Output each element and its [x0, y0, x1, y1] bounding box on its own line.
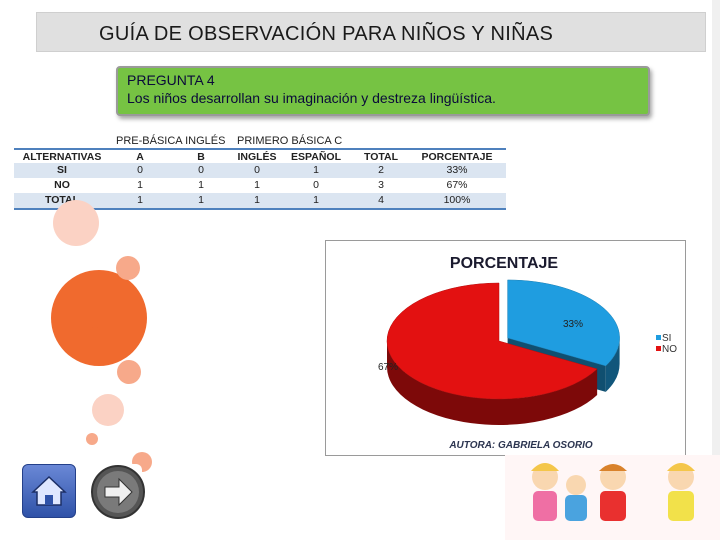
question-number: PREGUNTA 4: [127, 72, 215, 88]
table-cell: 1: [313, 194, 319, 206]
legend-label-si: SI: [662, 333, 671, 344]
data-label-no: 67%: [378, 362, 398, 373]
decor-circle: [117, 360, 141, 384]
pie-slice-no-side: [387, 341, 598, 425]
chart-title: PORCENTAJE: [450, 255, 558, 272]
decor-circle: [86, 433, 98, 445]
decor-circle: [53, 200, 99, 246]
table-cell: 67%: [446, 179, 468, 191]
table-row: NO 1 1 1 0 3 67%: [14, 178, 506, 193]
pie-slice-no: [386, 282, 598, 400]
header-bar: GUÍA DE OBSERVACIÓN PARA NIÑOS Y NIÑAS: [36, 12, 706, 52]
table-cell: 0: [137, 164, 143, 176]
table-cell: 2: [378, 164, 384, 176]
table-cell: 1: [254, 194, 260, 206]
right-edge-stripe: [712, 0, 720, 540]
table-header: INGLÉS: [237, 151, 277, 163]
group-label-primero: PRIMERO BÁSICA C: [237, 135, 343, 147]
table-header: ESPAÑOL: [291, 151, 341, 163]
table-cell: 0: [254, 164, 260, 176]
table-header-row: ALTERNATIVAS A B INGLÉS ESPAÑOL TOTAL PO…: [14, 148, 506, 165]
table-cell: SI: [57, 164, 67, 176]
decor-circle: [92, 394, 124, 426]
table-cell: 1: [137, 179, 143, 191]
legend-swatch-no: [656, 346, 661, 351]
table-cell: 3: [378, 179, 384, 191]
table-cell: 4: [378, 194, 384, 206]
arrow-right-icon: [91, 465, 145, 519]
pie-slice-si: [507, 279, 620, 367]
legend-swatch-si: [656, 335, 661, 340]
table-cell: 1: [313, 164, 319, 176]
next-button[interactable]: [90, 464, 145, 519]
table-cell: NO: [54, 179, 70, 191]
table-header: A: [136, 151, 144, 163]
page-title: GUÍA DE OBSERVACIÓN PARA NIÑOS Y NIÑAS: [99, 23, 554, 45]
decor-circle: [51, 270, 147, 366]
data-label-si: 33%: [563, 319, 583, 330]
table-cell: 100%: [443, 194, 471, 206]
decor-circle: [116, 256, 140, 280]
table-cell: 1: [198, 179, 204, 191]
table-cell: 1: [254, 179, 260, 191]
table-cell: 1: [198, 194, 204, 206]
legend-label-no: NO: [662, 344, 677, 355]
question-box: PREGUNTA 4 Los niños desarrollan su imag…: [116, 66, 650, 116]
table-header: PORCENTAJE: [421, 151, 493, 163]
table-header: ALTERNATIVAS: [22, 151, 102, 163]
decor-circle: [90, 327, 100, 337]
table-row: SI 0 0 0 1 2 33%: [14, 163, 506, 178]
group-label-prebasica: PRE-BÁSICA INGLÉS: [116, 135, 226, 147]
table-header: TOTAL: [363, 151, 399, 163]
table-cell: 0: [313, 179, 319, 191]
table-cell: 0: [198, 164, 204, 176]
question-text: Los niños desarrollan su imaginación y d…: [127, 90, 496, 106]
home-button[interactable]: [22, 464, 76, 518]
chart-author: AUTORA: GABRIELA OSORIO: [448, 440, 593, 451]
table-header: B: [197, 151, 205, 163]
table-cell: 1: [137, 194, 143, 206]
table-row: TOTAL 1 1 1 1 4 100%: [14, 193, 506, 210]
pie-chart-svg: PORCENTAJE SI NO 33% 67% AUTORA: GABRIEL…: [378, 255, 677, 451]
pie-chart: PORCENTAJE SI NO 33% 67% AUTORA: GABRIEL…: [325, 240, 686, 456]
children-illustration: [505, 455, 720, 540]
home-icon: [31, 475, 67, 506]
table-cell: 33%: [446, 164, 468, 176]
pie-slice-si-side: [605, 337, 620, 392]
